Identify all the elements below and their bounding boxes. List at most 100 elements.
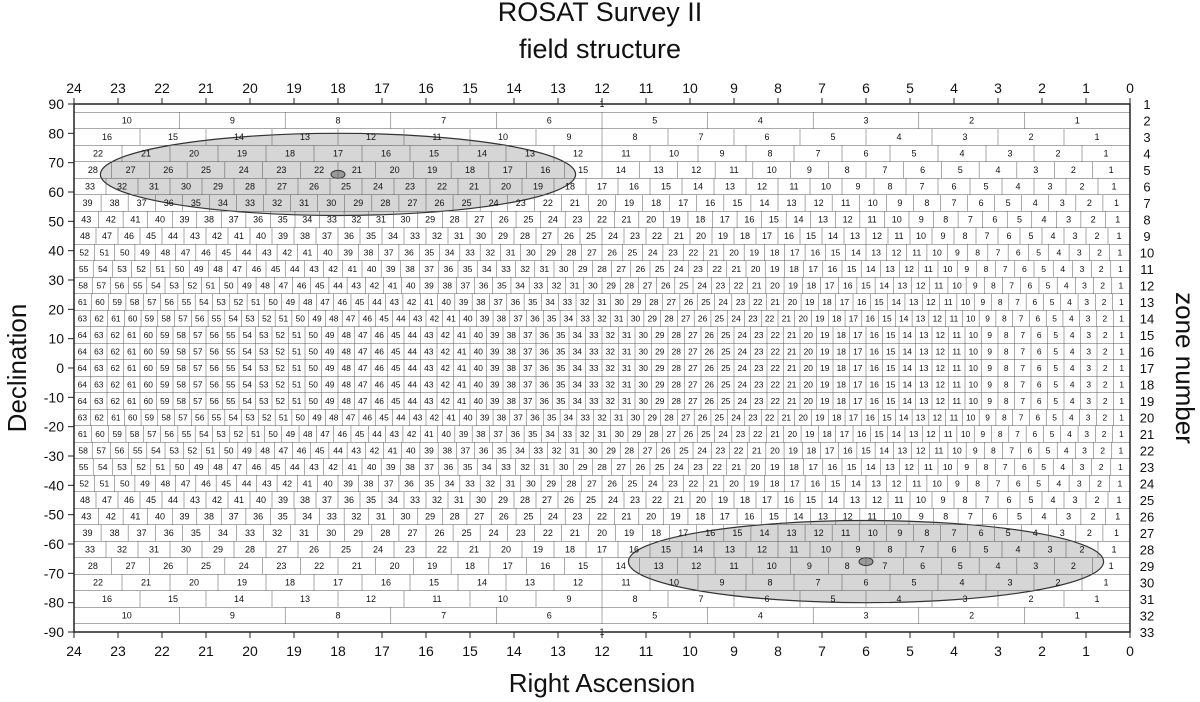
field-label: 27: [126, 561, 136, 571]
field-label: 42: [441, 396, 451, 406]
field-label: 38: [300, 231, 310, 241]
field-label: 54: [98, 462, 108, 472]
field-label: 41: [234, 495, 244, 505]
field-label: 22: [734, 446, 744, 456]
field-label: 43: [81, 215, 91, 225]
field-label: 55: [212, 413, 222, 423]
field-label: 11: [867, 215, 876, 225]
field-label: 40: [367, 264, 377, 274]
field-label: 11: [952, 330, 961, 340]
field-label: 10: [669, 578, 679, 588]
field-label: 14: [759, 528, 769, 538]
field-label: 33: [589, 347, 599, 357]
field-label: 13: [787, 528, 797, 538]
field-label: 27: [681, 314, 691, 324]
field-label: 40: [256, 231, 266, 241]
field-label: 16: [870, 380, 880, 390]
field-label: 10: [498, 132, 508, 142]
field-label: 28: [672, 347, 682, 357]
field-label: 39: [83, 198, 93, 208]
field-label: 43: [424, 363, 434, 373]
x-tick-label: 18: [330, 643, 346, 659]
field-label: 53: [259, 396, 269, 406]
field-label: 28: [450, 512, 460, 522]
field-label: 36: [444, 462, 454, 472]
field-label: 23: [516, 528, 526, 538]
field-label: 5: [1041, 264, 1046, 274]
field-label: 2: [1097, 479, 1102, 489]
field-label: 2: [969, 611, 974, 621]
field-label: 40: [323, 248, 333, 258]
field-label: 50: [120, 479, 130, 489]
field-label: 47: [346, 413, 356, 423]
field-label: 26: [684, 297, 694, 307]
field-label: 41: [388, 281, 398, 291]
field-label: 62: [111, 396, 121, 406]
x-tick-label-top: 11: [639, 80, 654, 96]
field-label: 60: [95, 429, 105, 439]
field-label: 52: [136, 462, 146, 472]
field-label: 31: [597, 429, 607, 439]
field-label: 32: [272, 198, 282, 208]
field-label: 35: [425, 248, 435, 258]
field-label: 25: [462, 198, 472, 208]
field-label: 61: [78, 297, 88, 307]
field-label: 18: [651, 528, 661, 538]
x-axis-title: Right Ascension: [509, 668, 695, 698]
field-label: 13: [725, 545, 735, 555]
field-label: 11: [934, 446, 943, 456]
field-label: 56: [195, 314, 205, 324]
field-label: 28: [567, 248, 577, 258]
field-label: 9: [987, 347, 992, 357]
field-label: 33: [410, 495, 420, 505]
y-tick-label: 0: [56, 360, 64, 376]
field-label: 11: [841, 198, 850, 208]
field-label: 44: [333, 446, 343, 456]
field-label: 35: [191, 528, 201, 538]
field-label: 33: [465, 248, 475, 258]
field-label: 15: [831, 248, 841, 258]
y-tick-label: -30: [44, 448, 64, 464]
field-label: 42: [430, 314, 440, 324]
field-label: 44: [333, 281, 343, 291]
field-label: 18: [822, 429, 832, 439]
field-label: 43: [309, 462, 319, 472]
field-label: 60: [128, 413, 138, 423]
field-label: 60: [128, 314, 138, 324]
field-label: 10: [932, 479, 942, 489]
field-label: 20: [804, 396, 814, 406]
field-label: 14: [879, 446, 889, 456]
field-label: 9: [987, 330, 992, 340]
field-label: 3: [1086, 363, 1091, 373]
field-label: 55: [79, 462, 89, 472]
field-label: 36: [540, 396, 550, 406]
field-label: 22: [93, 578, 103, 588]
field-label: 12: [814, 198, 824, 208]
field-label: 6: [1037, 363, 1042, 373]
field-label: 35: [463, 462, 473, 472]
field-label: 45: [379, 413, 389, 423]
field-label: 8: [991, 281, 996, 291]
field-label: 29: [632, 297, 642, 307]
field-label: 40: [367, 462, 377, 472]
field-label: 21: [141, 578, 151, 588]
field-label: 10: [969, 380, 979, 390]
field-label: 19: [820, 363, 830, 373]
field-label: 9: [940, 231, 945, 241]
field-label: 15: [882, 413, 892, 423]
field-label: 8: [335, 116, 340, 126]
field-label: 30: [639, 363, 649, 373]
field-label: 19: [671, 512, 681, 522]
field-label: 24: [489, 528, 499, 538]
field-label: 38: [364, 479, 374, 489]
field-label: 63: [94, 396, 104, 406]
field-label: 34: [302, 512, 312, 522]
field-label: 41: [348, 264, 358, 274]
field-label: 33: [581, 413, 591, 423]
field-label: 16: [705, 198, 715, 208]
field-label: 11: [621, 149, 630, 159]
field-label: 35: [425, 479, 435, 489]
field-label: 31: [149, 182, 159, 192]
x-tick-label: 19: [286, 643, 302, 659]
field-label: 15: [732, 528, 742, 538]
